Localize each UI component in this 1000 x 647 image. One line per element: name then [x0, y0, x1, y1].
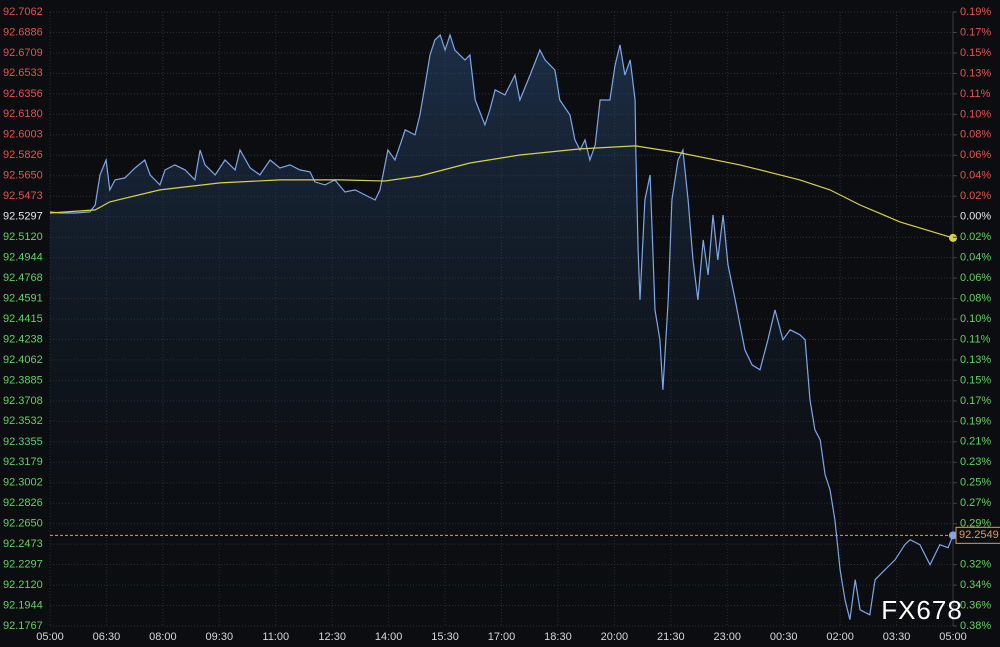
x-tick-label: 05:00 [939, 631, 967, 643]
y2-tick-label: 0.34% [960, 579, 991, 591]
y2-tick-label: 0.23% [960, 456, 991, 468]
y-tick-label: 92.6886 [3, 26, 43, 38]
y-tick-label: 92.5120 [3, 231, 43, 243]
x-tick-label: 15:30 [431, 631, 459, 643]
last-price-box [955, 526, 1000, 544]
y2-tick-label: 0.32% [960, 559, 991, 571]
y-tick-label: 92.2473 [3, 538, 43, 550]
x-tick-label: 20:00 [601, 631, 629, 643]
last-price-label: 92.2549 [959, 529, 999, 541]
y2-tick-label: 0.29% [960, 518, 991, 530]
y-tick-label: 92.5473 [3, 190, 43, 202]
plot [49, 33, 957, 626]
y-tick-label: 92.4062 [3, 354, 43, 366]
x-tick-label: 12:30 [318, 631, 346, 643]
y-tick-label: 92.6356 [3, 88, 43, 100]
y-tick-label: 92.4591 [3, 292, 43, 304]
y2-tick-label: 0.36% [960, 600, 991, 612]
y-tick-label: 92.6180 [3, 108, 43, 120]
x-tick-label: 23:00 [713, 631, 741, 643]
y2-tick-label: 0.13% [960, 354, 991, 366]
x-tick-label: 17:00 [488, 631, 516, 643]
y-tick-label: 92.2297 [3, 558, 43, 570]
y-tick-label: 92.2650 [3, 518, 43, 530]
y-tick-label: 92.1944 [3, 599, 43, 611]
y-tick-label: 92.6709 [3, 47, 43, 59]
labels: 05:00 06:30 08:00 09:30 11:00 12:30 14:00 15:30… [3, 6, 1000, 643]
y2-tick-label: 0.11% [960, 333, 991, 345]
y2-tick-label: 0.15% [960, 374, 991, 386]
y2-tick-label: 0.15% [960, 47, 991, 59]
y2-tick-label: 0.17% [960, 395, 991, 407]
y2-tick-label: 0.13% [960, 67, 991, 79]
y-tick-label: 92.3002 [3, 477, 43, 489]
y2-tick-label: 0.00% [960, 211, 991, 223]
x-tick-label: 18:30 [544, 631, 572, 643]
y2-tick-label: 0.19% [960, 6, 991, 18]
y-tick-label: 92.3179 [3, 456, 43, 468]
y-tick-label: 92.1767 [3, 620, 43, 632]
y-tick-label: 92.2120 [3, 579, 43, 591]
y2-tick-label: 0.11% [960, 88, 991, 100]
x-tick-label: 11:00 [262, 631, 289, 643]
x-tick-label: 00:30 [770, 631, 798, 643]
y2-tick-label: 0.08% [960, 292, 991, 304]
y-tick-label: 92.5297 [3, 211, 43, 223]
x-tick-label: 02:00 [826, 631, 854, 643]
x-tick-label: 06:30 [93, 631, 121, 643]
x-tick-label: 21:30 [657, 631, 685, 643]
y2-tick-label: 0.19% [960, 415, 991, 427]
y2-tick-label: 0.04% [960, 252, 991, 264]
x-tick-label: 09:30 [206, 631, 234, 643]
y2-tick-label: 0.10% [960, 108, 991, 120]
last-point [949, 233, 957, 242]
y-tick-label: 92.6533 [3, 67, 43, 79]
y2-tick-label: 0.10% [960, 313, 991, 325]
y2-tick-label: 0.04% [960, 170, 991, 182]
watermark: FX678 [881, 595, 963, 625]
y-tick-label: 92.4944 [3, 252, 43, 264]
area [50, 35, 953, 626]
y-tick-label: 92.3355 [3, 436, 43, 448]
y2-tick-label: 0.02% [960, 231, 991, 243]
y2-tick-label: 0.38% [960, 620, 991, 632]
y2-tick-label: 0.21% [960, 436, 991, 448]
y2-tick-label: 0.17% [960, 26, 991, 38]
y-tick-label: 92.2826 [3, 497, 43, 509]
y-tick-label: 92.4238 [3, 333, 43, 345]
y-tick-label: 92.5826 [3, 149, 43, 161]
y-tick-label: 92.5650 [3, 170, 43, 182]
y2-tick-label: 0.02% [960, 190, 991, 202]
y-tick-label: 92.4415 [3, 313, 43, 325]
x-tick-label: 14:00 [375, 631, 403, 643]
y-tick-label: 92.3532 [3, 415, 43, 427]
y2-tick-label: 0.25% [960, 477, 991, 489]
y-tick-label: 92.4768 [3, 272, 43, 284]
line [49, 33, 954, 620]
y-tick-label: 92.6003 [3, 129, 43, 141]
x-tick-label: 03:30 [883, 631, 911, 643]
y-tick-label: 92.3885 [3, 374, 43, 386]
y-tick-label: 92.3708 [3, 395, 43, 407]
y2-tick-label: 0.06% [960, 272, 991, 284]
y2-tick-label: 0.06% [960, 149, 991, 161]
x-tick-label: 05:00 [36, 631, 64, 643]
y-tick-label: 92.7062 [3, 6, 43, 18]
x-tick-label: 08:00 [149, 631, 177, 643]
y2-tick-label: 0.27% [960, 497, 991, 509]
line [49, 145, 954, 239]
y2-tick-label: 0.08% [960, 129, 991, 141]
